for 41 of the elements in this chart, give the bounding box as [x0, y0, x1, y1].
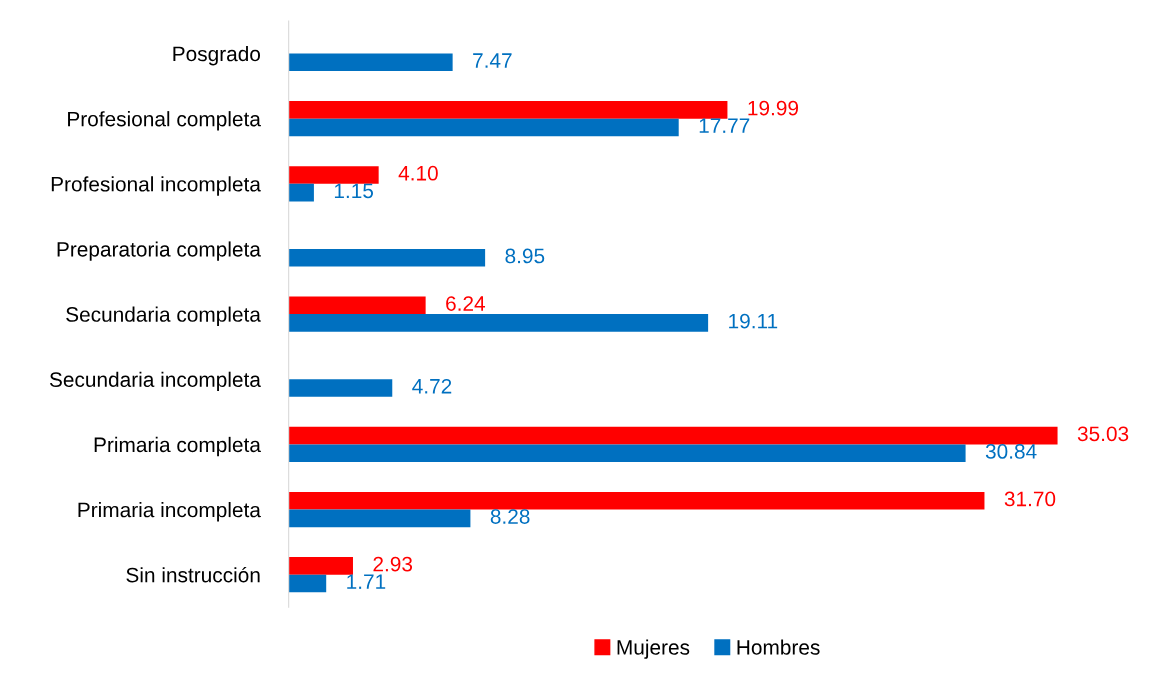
bar — [288, 296, 426, 315]
bar — [288, 509, 471, 528]
bar — [288, 426, 1058, 445]
bar — [288, 248, 486, 267]
y-tick-label: Secundaria completa — [66, 306, 261, 326]
data-label: 2.93 — [373, 556, 413, 572]
bar — [288, 166, 379, 184]
y-tick-label: Profesional incompleta — [51, 176, 261, 196]
data-label: 17.77 — [699, 118, 750, 133]
data-label: 4.72 — [412, 378, 452, 394]
y-tick-label: Primaria incompleta — [78, 501, 261, 522]
data-label: 19.11 — [729, 313, 778, 329]
data-label: 7.47 — [473, 53, 512, 68]
data-label: 31.70 — [1004, 491, 1056, 507]
bar — [288, 444, 966, 462]
y-tick-label: Primaria completa — [94, 436, 261, 457]
data-label: 8.28 — [490, 509, 530, 524]
bar — [288, 101, 728, 119]
bar — [288, 183, 314, 202]
data-label: 6.24 — [446, 296, 486, 311]
data-label: 8.95 — [505, 248, 545, 264]
data-label: 35.03 — [1077, 426, 1129, 442]
bar — [288, 379, 393, 397]
data-label: 30.84 — [985, 444, 1037, 459]
data-label: 1.15 — [334, 183, 374, 199]
y-tick-label: Secundaria incompleta — [49, 371, 261, 392]
y-tick-label: Sin instrucción — [126, 566, 260, 583]
legend-label: Hombres — [737, 639, 820, 655]
bar — [288, 314, 709, 332]
data-label: 19.99 — [748, 100, 799, 116]
bar — [288, 574, 327, 593]
y-tick-label: Preparatoria completa — [57, 241, 261, 261]
data-label: 4.10 — [398, 165, 438, 181]
data-label: 1.71 — [347, 574, 386, 589]
bar — [288, 491, 985, 510]
bar — [288, 53, 453, 72]
legend-label: Mujeres — [617, 639, 690, 659]
bar — [288, 118, 679, 137]
bar — [288, 557, 353, 575]
y-tick-label: Profesional completa — [68, 111, 261, 131]
y-tick-label: Posgrado — [173, 45, 261, 66]
